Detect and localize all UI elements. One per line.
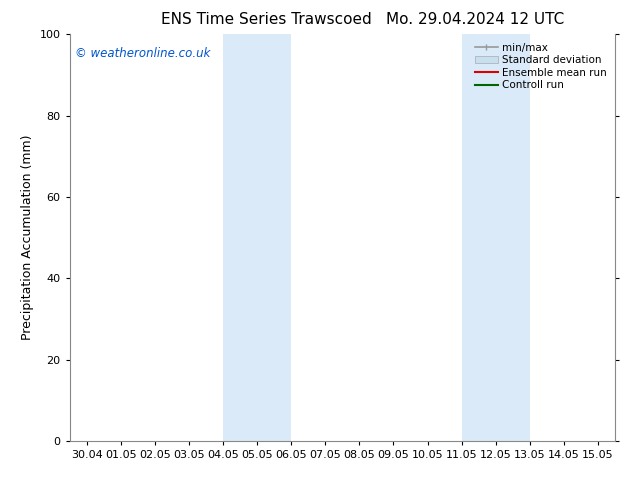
Text: © weatheronline.co.uk: © weatheronline.co.uk bbox=[75, 47, 210, 59]
Legend: min/max, Standard deviation, Ensemble mean run, Controll run: min/max, Standard deviation, Ensemble me… bbox=[472, 40, 610, 94]
Bar bbox=[462, 34, 530, 441]
Text: Mo. 29.04.2024 12 UTC: Mo. 29.04.2024 12 UTC bbox=[386, 12, 565, 27]
Text: ENS Time Series Trawscoed: ENS Time Series Trawscoed bbox=[161, 12, 372, 27]
Y-axis label: Precipitation Accumulation (mm): Precipitation Accumulation (mm) bbox=[21, 135, 34, 341]
Bar bbox=[223, 34, 291, 441]
